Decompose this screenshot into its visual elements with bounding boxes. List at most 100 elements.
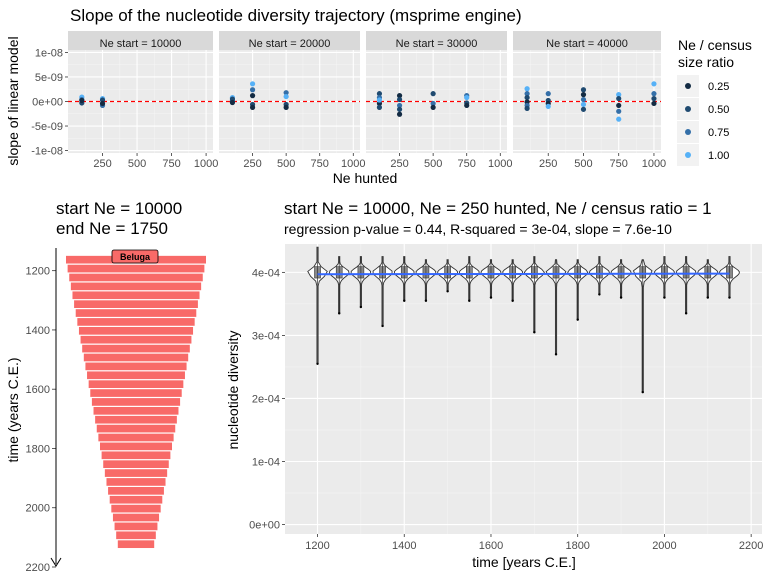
diversity-regression (317, 272, 730, 276)
profile-y-ticks: 1200 1400 1600 1800 2000 2200 (26, 266, 56, 574)
outlier-point (424, 299, 428, 302)
diversity-grid (285, 244, 762, 534)
population-bar (104, 469, 168, 477)
data-point (396, 102, 403, 109)
violin (415, 259, 437, 302)
violin (523, 256, 545, 334)
violin (653, 256, 675, 299)
data-point (249, 81, 256, 87)
profile-bars (66, 255, 206, 549)
x-tick-label: 500 (128, 158, 146, 170)
x-tick-label: 500 (424, 158, 442, 170)
x-tick-label: 1000 (642, 158, 666, 170)
x-tick-label: 500 (574, 158, 592, 170)
outlier-point (359, 305, 363, 309)
x-tick-label: 1800 (565, 540, 589, 552)
outlier-point (511, 299, 514, 302)
y-tick-label: 1e-08 (35, 47, 63, 59)
legend-swatch (685, 152, 691, 158)
data-point (524, 105, 530, 111)
population-bar (106, 478, 166, 486)
diversity-ticks: 0e+00 1e-04 2e-04 3e-04 4e-04 1200 1400 1600 180… (249, 267, 763, 552)
facet-strip-label: Ne start = 20000 (249, 38, 331, 50)
violin (675, 256, 697, 315)
y-tick-label: 1800 (26, 443, 50, 455)
x-tick-label: 750 (311, 158, 329, 170)
y-tick-label: 5e-09 (35, 72, 63, 84)
data-point (580, 92, 587, 98)
profile-time-arrow (50, 248, 62, 567)
data-point (430, 91, 436, 97)
legend-title: size ratio (678, 54, 734, 70)
population-bar (83, 353, 189, 362)
slope-chart-xlabel: Ne hunted (333, 170, 398, 186)
x-tick-label: 750 (610, 158, 628, 170)
y-tick-label: -1e-08 (31, 146, 63, 158)
population-bar (82, 344, 190, 353)
legend-label: 0.50 (708, 104, 729, 116)
y-tick-label: 3e-04 (252, 330, 280, 342)
data-point (616, 95, 622, 102)
x-tick-label: 1200 (305, 540, 329, 552)
population-profile: start Ne = 10000 end Ne = 1750 time (yea… (5, 199, 206, 574)
data-point (430, 104, 436, 110)
population-bar (78, 326, 194, 335)
data-point (396, 111, 403, 117)
beluga-label-text: Beluga (120, 252, 151, 262)
x-tick-label: 750 (458, 158, 476, 170)
x-tick-label: 500 (277, 158, 295, 170)
data-point (616, 102, 622, 109)
population-bar (90, 389, 182, 397)
population-bar (74, 300, 198, 308)
outlier-point (446, 290, 449, 293)
beluga-label-box (111, 249, 159, 264)
data-point (580, 87, 587, 93)
population-bar (96, 424, 176, 433)
data-point (283, 104, 289, 110)
y-tick-label: 2e-04 (252, 393, 280, 405)
population-bar (116, 531, 156, 540)
outlier-point (598, 293, 601, 296)
data-point (580, 101, 587, 108)
data-point (545, 103, 551, 110)
data-point (616, 92, 622, 98)
x-tick-label: 250 (539, 158, 557, 170)
x-tick-label: 1400 (392, 540, 416, 552)
outlier-point (533, 331, 536, 334)
population-bar (70, 282, 202, 291)
data-point (283, 90, 289, 96)
y-tick-label: 1400 (26, 325, 50, 337)
population-bar (72, 291, 200, 300)
population-bar (109, 495, 163, 504)
violin (632, 259, 653, 394)
x-tick-label: 750 (162, 158, 180, 170)
legend-label: 0.25 (708, 81, 729, 93)
violin (545, 259, 567, 356)
data-point (396, 93, 403, 99)
data-point (396, 96, 403, 103)
x-tick-label: 1000 (488, 158, 512, 170)
population-bar (108, 486, 164, 495)
data-point (651, 100, 657, 107)
violin (350, 256, 372, 309)
facet-panel: Ne start = 20000 250 500 750 1000 (219, 31, 366, 170)
x-tick-label: 250 (93, 158, 111, 170)
population-bar (91, 398, 181, 406)
data-point (524, 91, 530, 97)
data-point (283, 93, 289, 100)
legend-title: Ne / census (678, 37, 752, 53)
regression-line (317, 272, 730, 276)
arrow-down-icon (50, 557, 62, 567)
y-tick-label: -5e-09 (31, 121, 63, 133)
population-bar (95, 415, 177, 424)
population-bar (67, 264, 205, 273)
x-tick-label: 1000 (194, 158, 218, 170)
legend-swatch (685, 83, 691, 89)
beluga-label: Beluga (111, 249, 159, 264)
outlier-point (489, 296, 493, 299)
violin (697, 259, 719, 299)
data-point (249, 87, 256, 93)
slope-chart: Slope of the nucleotide diversity trajec… (5, 6, 752, 186)
population-bar (88, 380, 184, 389)
